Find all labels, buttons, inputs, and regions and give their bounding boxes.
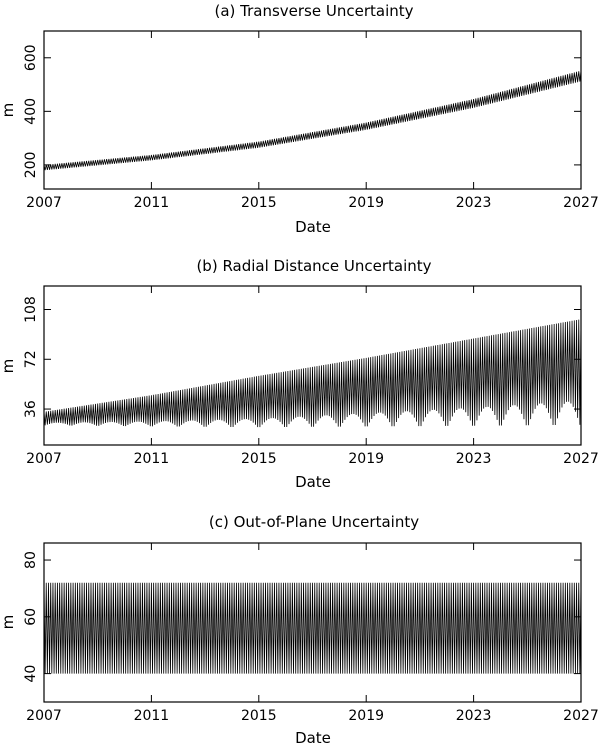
- y-tick-label: 400: [23, 98, 39, 125]
- chart-title: (a) Transverse Uncertainty: [214, 2, 413, 20]
- x-tick-label: 2023: [456, 195, 492, 211]
- chart-title: (b) Radial Distance Uncertainty: [196, 257, 431, 275]
- series-line-0: [43, 70, 582, 171]
- panel-radial-distance-uncertainty: (b) Radial Distance Uncertainty 2007 2011…: [0, 257, 599, 491]
- x-tick-label: 2023: [456, 451, 492, 467]
- x-tick-label: 2027: [563, 708, 599, 724]
- radial-distance-uncertainty-band: [43, 319, 582, 428]
- y-tick-label: 40: [23, 665, 39, 683]
- x-tick-label: 2011: [134, 195, 170, 211]
- x-tick-label: 2011: [134, 708, 170, 724]
- out-of-plane-uncertainty-band: [43, 582, 582, 674]
- plot-frame: [43, 30, 582, 190]
- y-axis-label: m: [0, 103, 17, 118]
- y-tick-label: 200: [23, 152, 39, 179]
- x-tick-label: 2011: [134, 451, 170, 467]
- x-tick-label: 2023: [456, 708, 492, 724]
- x-axis-label: Date: [295, 729, 331, 746]
- y-tick-label: 72: [23, 350, 39, 368]
- axis-ticks: 2007 2011 2015 2019 2023 2027 200 400 600: [23, 31, 599, 211]
- x-tick-label: 2027: [563, 195, 599, 211]
- panel-transverse-uncertainty: (a) Transverse Uncertainty 2007 2011 2015 2…: [0, 2, 599, 236]
- x-tick-label: 2007: [26, 451, 62, 467]
- y-axis-label: m: [0, 359, 17, 374]
- y-tick-label: 108: [23, 296, 39, 323]
- x-tick-label: 2019: [348, 195, 384, 211]
- chart-title: (c) Out-of-Plane Uncertainty: [209, 513, 419, 531]
- plot-frame: [43, 542, 582, 703]
- y-tick-label: 600: [23, 44, 39, 71]
- x-tick-label: 2015: [241, 708, 277, 724]
- y-tick-label: 80: [23, 551, 39, 569]
- x-tick-label: 2019: [348, 451, 384, 467]
- x-tick-label: 2015: [241, 451, 277, 467]
- series-line-0: [43, 582, 582, 674]
- y-tick-label: 60: [23, 608, 39, 626]
- panel-out-of-plane-uncertainty: (c) Out-of-Plane Uncertainty 2007 2011 201…: [0, 513, 599, 746]
- y-axis-label: m: [0, 615, 17, 630]
- axis-ticks: 2007 2011 2015 2019 2023 2027 36 72 108: [23, 286, 599, 467]
- x-tick-label: 2007: [26, 708, 62, 724]
- transverse-uncertainty-band: [43, 70, 582, 171]
- x-tick-label: 2027: [563, 451, 599, 467]
- x-tick-label: 2015: [241, 195, 277, 211]
- x-axis-label: Date: [295, 218, 331, 236]
- x-axis-label: Date: [295, 473, 331, 491]
- x-tick-label: 2019: [348, 708, 384, 724]
- series-line-0: [43, 319, 582, 428]
- y-tick-label: 36: [23, 400, 39, 418]
- axis-ticks: 2007 2011 2015 2019 2023 2027 40 60 80: [23, 543, 599, 724]
- plot-frame: [43, 285, 582, 446]
- x-tick-label: 2007: [26, 195, 62, 211]
